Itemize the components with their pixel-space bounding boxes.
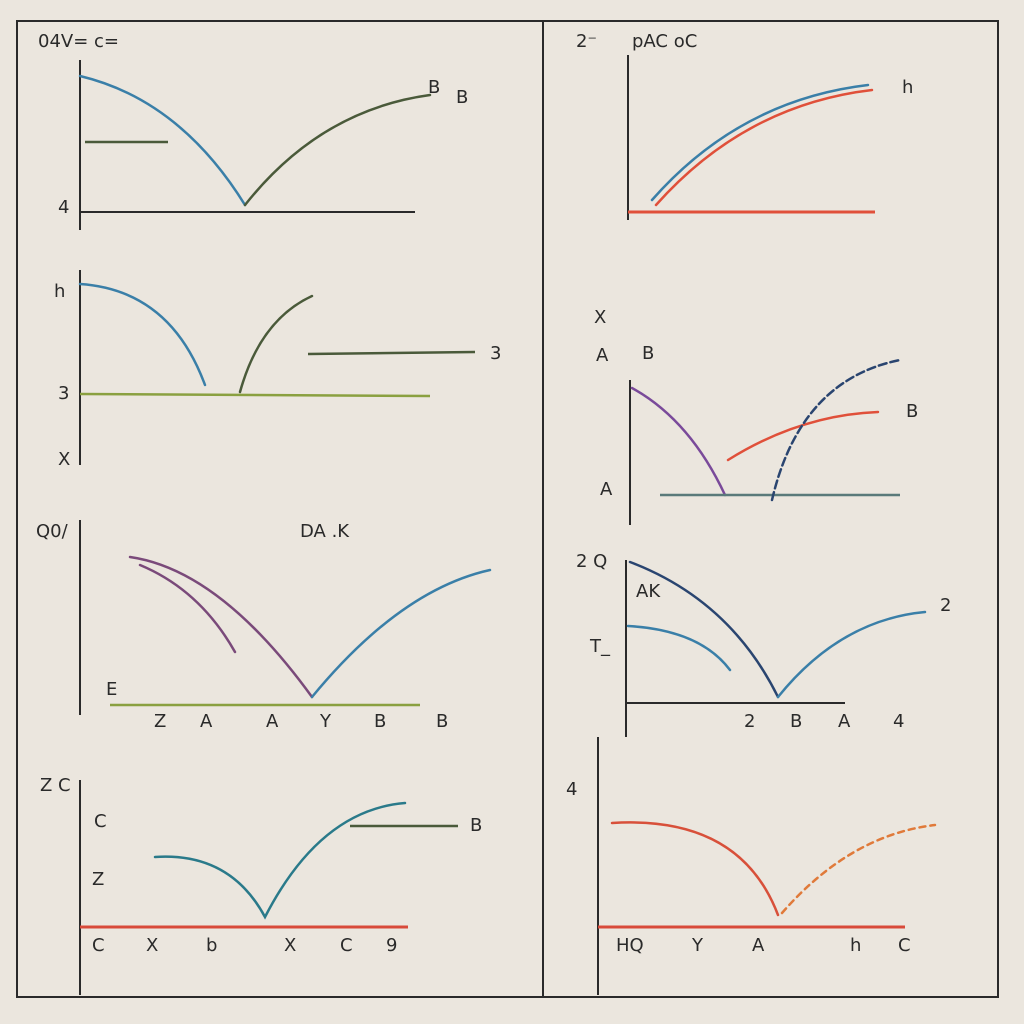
sketch-label: 4 — [58, 197, 69, 218]
sketch-label: A — [838, 711, 851, 732]
sketch-label: B — [436, 711, 448, 732]
sketch-label: A — [596, 345, 609, 366]
sketch-label: B — [428, 77, 440, 98]
sketch-label: T_ — [589, 636, 611, 657]
sketch-label: E — [106, 679, 117, 700]
sketch-label: B — [906, 401, 918, 422]
sketch-label: X — [284, 935, 296, 956]
sketch-label: X — [146, 935, 158, 956]
sketch-label: C — [92, 935, 105, 956]
sketch-label: b — [206, 935, 217, 956]
sketch-label: B — [790, 711, 802, 732]
sketch-label: Y — [319, 711, 332, 732]
sketch-label: 3 — [58, 383, 69, 404]
sketch-label: h — [850, 935, 861, 956]
sketch-label: 2⁻ — [576, 31, 597, 52]
sketch-label: Y — [691, 935, 704, 956]
sketch-label: 2 — [940, 595, 951, 616]
sketch-label: A — [752, 935, 765, 956]
sketch-label: DA .K — [300, 521, 350, 542]
sketch-label: AK — [636, 581, 661, 602]
sketch-label: 04V= c= — [38, 31, 119, 52]
sketch-label: Q0/ — [36, 521, 69, 542]
sketch-label: C — [340, 935, 353, 956]
sketch-label: Z — [92, 869, 104, 890]
sketch-label: C — [94, 811, 107, 832]
sketch-label: B — [456, 87, 468, 108]
sketch-label: 2 Q — [576, 551, 607, 572]
sketch-label: pAC oC — [632, 31, 697, 52]
sketch-label: 4 — [566, 779, 577, 800]
sketch-label: 2 — [744, 711, 755, 732]
sketch-label: 4 — [893, 711, 904, 732]
sketch-label: Z — [154, 711, 166, 732]
sketch-label: 3 — [490, 343, 501, 364]
sketch-label: A — [600, 479, 613, 500]
sketch-label: HQ — [616, 935, 644, 956]
sketch-label: Z C — [40, 775, 71, 796]
sketch-label: h — [54, 281, 65, 302]
sketch-label: h — [902, 77, 913, 98]
sketch-label: A — [200, 711, 213, 732]
sketch-label: A — [266, 711, 279, 732]
sketch-label: B — [642, 343, 654, 364]
curves — [78, 74, 937, 929]
axes — [79, 55, 845, 995]
sketch-label: X — [58, 449, 70, 470]
frame — [16, 20, 999, 998]
sketch-label: X — [594, 307, 606, 328]
sketch-label: 9 — [386, 935, 397, 956]
sketch-label: C — [898, 935, 911, 956]
sketch-label: B — [374, 711, 386, 732]
sketch-label: B — [470, 815, 482, 836]
